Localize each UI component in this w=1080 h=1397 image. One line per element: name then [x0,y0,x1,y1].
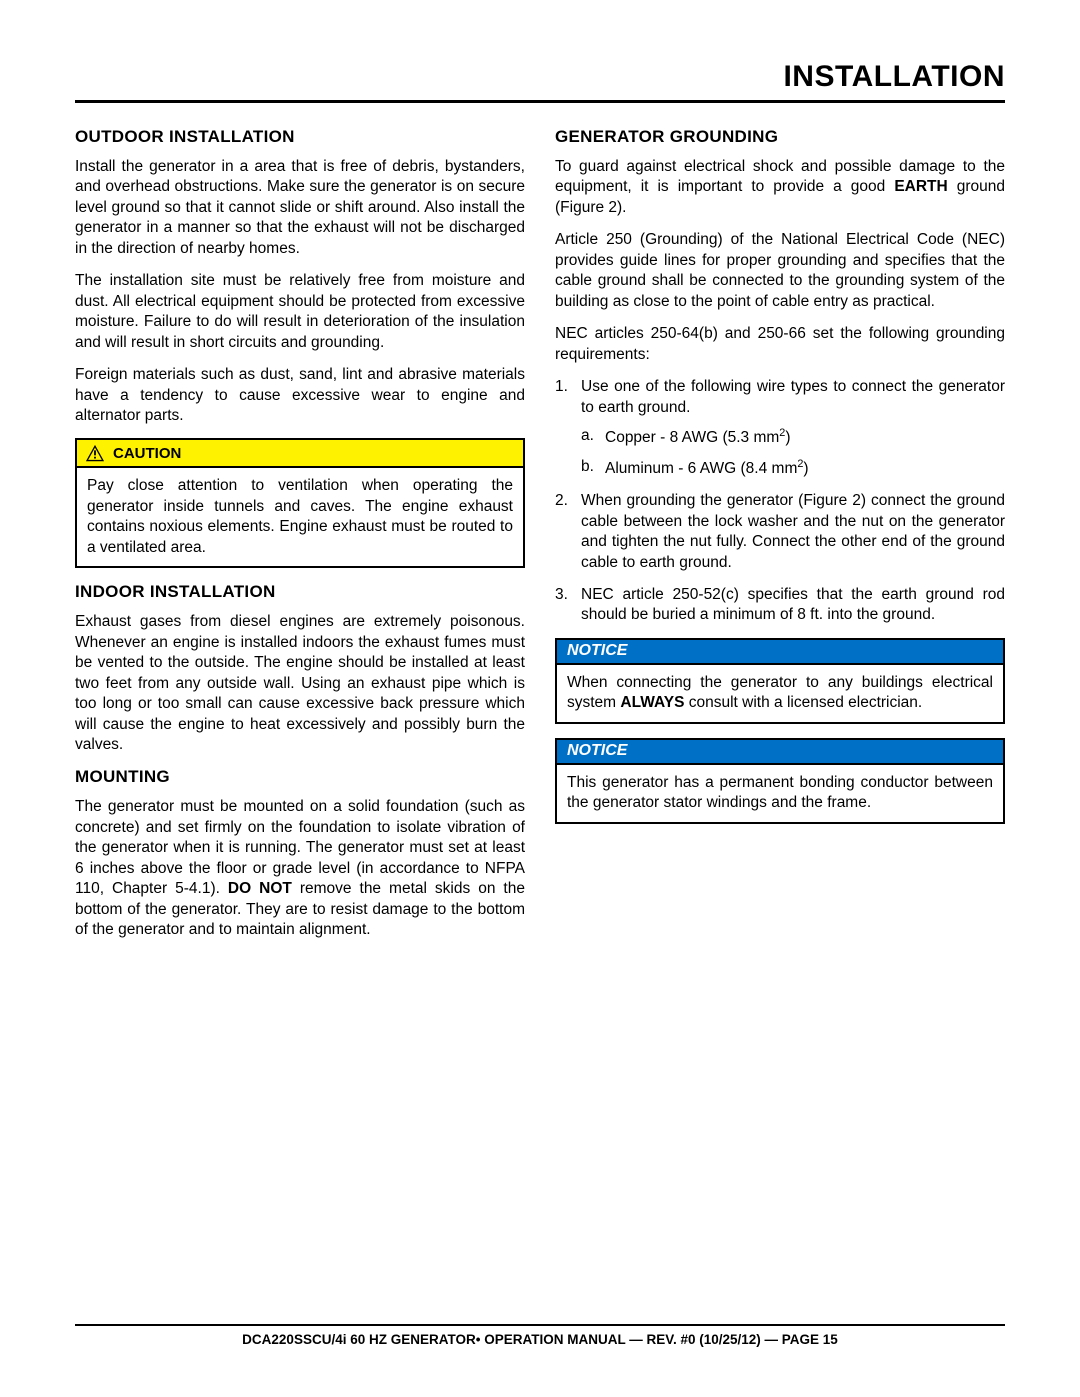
caution-text: Pay close attention to ventilation when … [87,476,513,558]
indoor-heading: INDOOR INSTALLATION [75,582,525,602]
footer-text: DCA220SSCU/4i 60 HZ GENERATOR• OPERATION… [75,1332,1005,1347]
mounting-heading: MOUNTING [75,767,525,787]
outdoor-p1: Install the generator in a area that is … [75,157,525,259]
notice-box-1: NOTICE When connecting the generator to … [555,638,1005,724]
warning-triangle-icon [85,444,105,462]
notice-body: When connecting the generator to any bui… [557,665,1003,722]
page-title: INSTALLATION [75,60,1005,94]
notice-header: NOTICE [557,740,1003,765]
outdoor-p3: Foreign materials such as dust, sand, li… [75,365,525,426]
caution-header: CAUTION [77,440,523,468]
list-item: When grounding the generator (Figure 2) … [555,491,1005,573]
notice-header: NOTICE [557,640,1003,665]
right-column: GENERATOR GROUNDING To guard against ele… [555,117,1005,953]
notice-1-text: When connecting the generator to any bui… [567,673,993,714]
caution-label: CAUTION [113,445,181,462]
grounding-p3: NEC articles 250-64(b) and 250-66 set th… [555,324,1005,365]
title-rule [75,100,1005,103]
wire-type-sublist: Copper - 8 AWG (5.3 mm2) Aluminum - 6 AW… [581,426,1005,479]
notice-body: This generator has a permanent bonding c… [557,765,1003,822]
outdoor-heading: OUTDOOR INSTALLATION [75,127,525,147]
list-item: Use one of the following wire types to c… [555,377,1005,479]
grounding-p2: Article 250 (Grounding) of the National … [555,230,1005,312]
page-footer: DCA220SSCU/4i 60 HZ GENERATOR• OPERATION… [75,1324,1005,1347]
list-item: NEC article 250-52(c) specifies that the… [555,585,1005,626]
footer-rule [75,1324,1005,1326]
grounding-list: Use one of the following wire types to c… [555,377,1005,626]
indoor-p1: Exhaust gases from diesel engines are ex… [75,612,525,755]
notice-box-2: NOTICE This generator has a permanent bo… [555,738,1005,824]
grounding-p1: To guard against electrical shock and po… [555,157,1005,218]
left-column: OUTDOOR INSTALLATION Install the generat… [75,117,525,953]
notice-2-text: This generator has a permanent bonding c… [567,773,993,814]
list-item: Copper - 8 AWG (5.3 mm2) [581,426,1005,449]
caution-body: Pay close attention to ventilation when … [77,468,523,566]
mounting-p1: The generator must be mounted on a solid… [75,797,525,940]
grounding-heading: GENERATOR GROUNDING [555,127,1005,147]
outdoor-p2: The installation site must be relatively… [75,271,525,353]
list-item: Aluminum - 6 AWG (8.4 mm2) [581,457,1005,480]
caution-box: CAUTION Pay close attention to ventilati… [75,438,525,568]
content-columns: OUTDOOR INSTALLATION Install the generat… [75,117,1005,953]
